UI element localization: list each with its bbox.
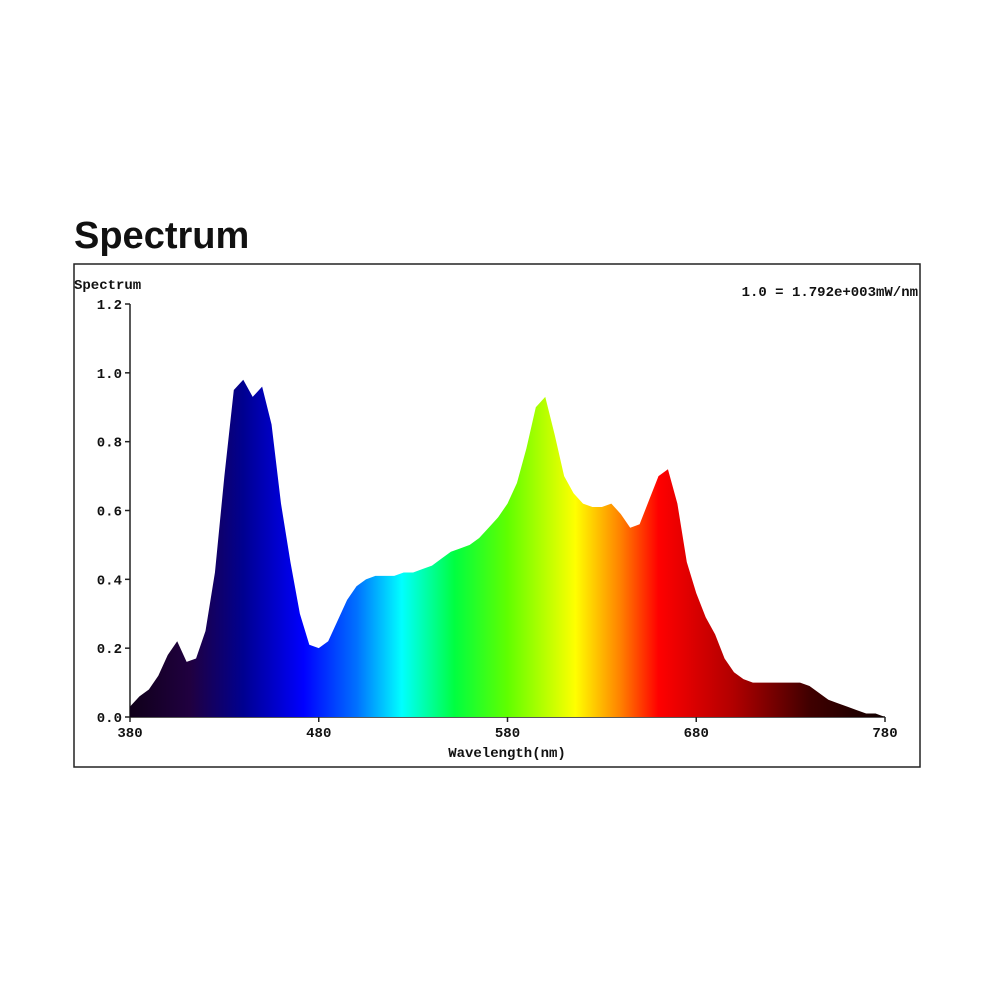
y-tick-label: 0.0 <box>97 711 122 727</box>
y-tick-label: 1.2 <box>97 298 122 314</box>
y-tick-label: 1.0 <box>97 367 122 383</box>
x-tick-label: 580 <box>495 726 520 742</box>
y-tick-label: 0.2 <box>97 642 122 658</box>
y-axis-label: Spectrum <box>74 278 141 294</box>
x-tick-label: 480 <box>306 726 331 742</box>
frame <box>73 263 921 768</box>
y-tick-label: 0.8 <box>97 436 122 452</box>
chart-title: Spectrum <box>74 215 249 257</box>
x-tick-label: 680 <box>684 726 709 742</box>
x-axis-label: Wavelength(nm) <box>448 746 566 762</box>
spectrum-area <box>130 379 885 717</box>
x-tick-label: 780 <box>872 726 897 742</box>
y-tick-label: 0.6 <box>97 505 122 521</box>
x-tick-label: 380 <box>117 726 142 742</box>
annotation: 1.0 = 1.792e+003mW/nm <box>742 285 918 301</box>
y-tick-label: 0.4 <box>97 573 122 589</box>
